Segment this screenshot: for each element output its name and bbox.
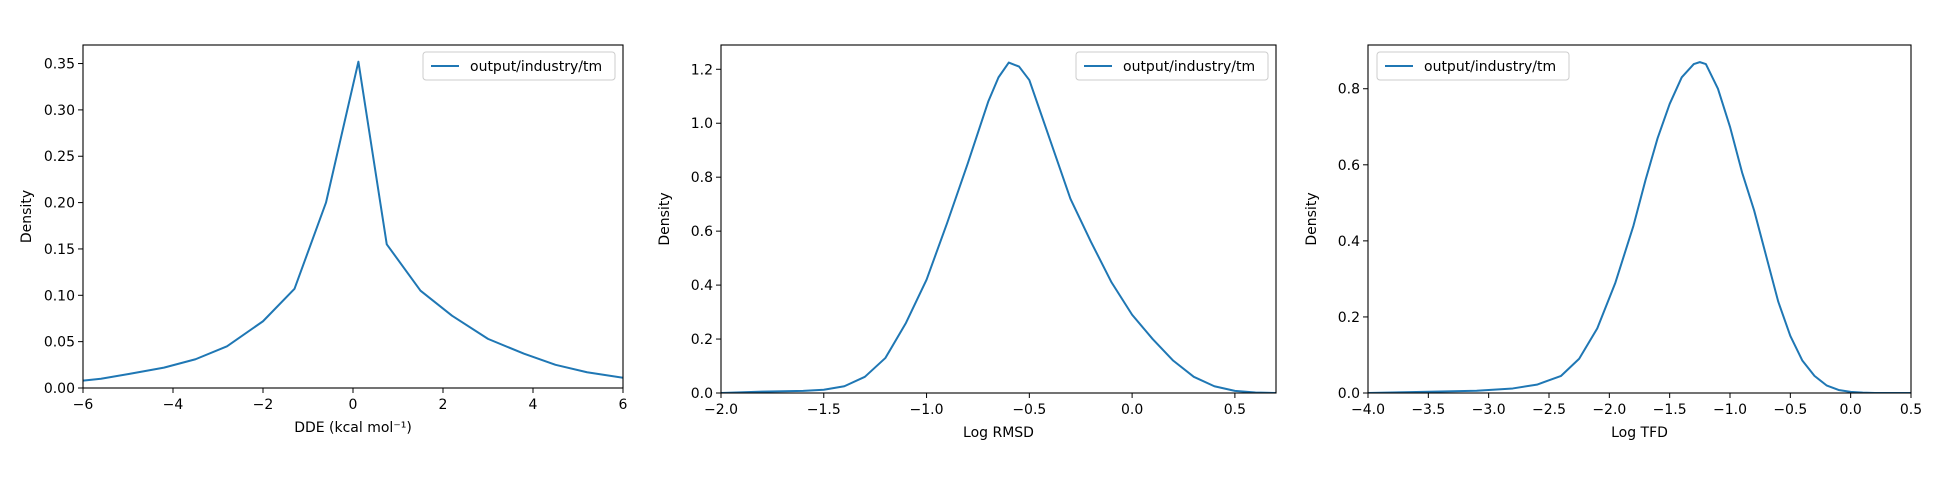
y-tick-label: 0.05 [44, 335, 75, 351]
y-tick-label: 0.6 [691, 224, 713, 240]
y-tick-label: 0.2 [691, 332, 713, 348]
ticks: −2.0 −1.5 −1.0 −0.5 0.0 0.5 0.0 0.2 0.4 0.6 0.8 1.0… [691, 62, 1246, 418]
x-tick-label: −0.5 [1012, 402, 1046, 418]
series-line [721, 61, 1276, 393]
y-tick-label: 0.25 [44, 149, 75, 165]
x-tick-label: 4 [529, 397, 538, 413]
y-axis-label: Density [1304, 192, 1320, 245]
y-tick-label: 0.8 [1338, 82, 1360, 98]
axes-frame [82, 44, 624, 389]
axes-frame [720, 44, 1277, 394]
plot-lines [1368, 61, 1911, 393]
chart-panel-tfd: −4.0 −3.5 −3.0 −2.5 −2.0 −1.5 −1.0 −0.5 0.0 0.5 0.… [1304, 44, 1922, 441]
x-tick-label: −2 [253, 397, 274, 413]
x-tick-label: 0.5 [1224, 402, 1246, 418]
y-tick-label: 0.00 [44, 381, 75, 397]
y-tick-label: 0.8 [691, 170, 713, 186]
axes-frame [1367, 44, 1912, 394]
x-tick-label: −2.0 [1592, 402, 1626, 418]
x-tick-label: −2.5 [1532, 402, 1566, 418]
x-tick-label: −1.5 [1653, 402, 1687, 418]
legend: output/industry/tm [1376, 51, 1570, 81]
legend-box [1376, 51, 1570, 81]
series-line [1368, 61, 1911, 393]
y-tick-label: 0.6 [1338, 158, 1360, 174]
y-tick-label: 0.2 [1338, 310, 1360, 326]
chart-panel-dde: −6 −4 −2 0 2 4 6 0.00 0.05 0.10 0.15 0.20 0.25 0.30 0.… [19, 44, 628, 436]
y-tick-label: 1.2 [691, 62, 713, 78]
x-axis-label: Log RMSD [963, 425, 1034, 441]
y-tick-label: 0.10 [44, 288, 75, 304]
x-tick-label: −1.5 [807, 402, 841, 418]
x-tick-label: 0.0 [1840, 402, 1862, 418]
x-tick-label: −1.0 [910, 402, 944, 418]
legend-label: output/industry/tm [470, 59, 602, 75]
x-tick-label: −4 [163, 397, 184, 413]
y-axis-label: Density [19, 190, 35, 243]
y-tick-label: 0.4 [1338, 234, 1360, 250]
plot-lines [721, 61, 1276, 393]
legend: output/industry/tm [422, 51, 616, 81]
x-axis-label: Log TFD [1611, 425, 1668, 441]
x-tick-label: −4.0 [1351, 402, 1385, 418]
ticks: −4.0 −3.5 −3.0 −2.5 −2.0 −1.5 −1.0 −0.5 0.0 0.5 0.… [1338, 82, 1922, 418]
x-tick-label: 0.5 [1900, 402, 1922, 418]
plot-lines [83, 60, 623, 382]
y-tick-label: 0.15 [44, 242, 75, 258]
x-tick-label: 0 [349, 397, 358, 413]
y-tick-label: 1.0 [691, 116, 713, 132]
y-tick-label: 0.0 [691, 386, 713, 402]
y-tick-label: 0.35 [44, 57, 75, 73]
x-tick-label: 6 [619, 397, 628, 413]
x-tick-label: −2.0 [704, 402, 738, 418]
x-tick-label: −3.5 [1411, 402, 1445, 418]
x-tick-label: 2 [439, 397, 448, 413]
x-tick-label: −6 [73, 397, 94, 413]
x-tick-label: −3.0 [1472, 402, 1506, 418]
y-tick-label: 0.30 [44, 103, 75, 119]
chart-panel-rmsd: −2.0 −1.5 −1.0 −0.5 0.0 0.5 0.0 0.2 0.4 0.6 0.8 1.0… [657, 44, 1277, 441]
legend-box [422, 51, 616, 81]
series-line [83, 60, 623, 382]
ticks: −6 −4 −2 0 2 4 6 0.00 0.05 0.10 0.15 0.20 0.25 0.30 0.… [44, 57, 628, 413]
y-tick-label: 0.20 [44, 196, 75, 212]
x-axis-label: DDE (kcal mol⁻¹) [294, 420, 412, 436]
legend: output/industry/tm [1075, 51, 1269, 81]
y-tick-label: 0.4 [691, 278, 713, 294]
x-tick-label: 0.0 [1121, 402, 1143, 418]
legend-label: output/industry/tm [1424, 59, 1556, 75]
y-axis-label: Density [657, 192, 673, 245]
legend-label: output/industry/tm [1123, 59, 1255, 75]
x-tick-label: −1.0 [1713, 402, 1747, 418]
y-tick-label: 0.0 [1338, 386, 1360, 402]
legend-box [1075, 51, 1269, 81]
x-tick-label: −0.5 [1773, 402, 1807, 418]
